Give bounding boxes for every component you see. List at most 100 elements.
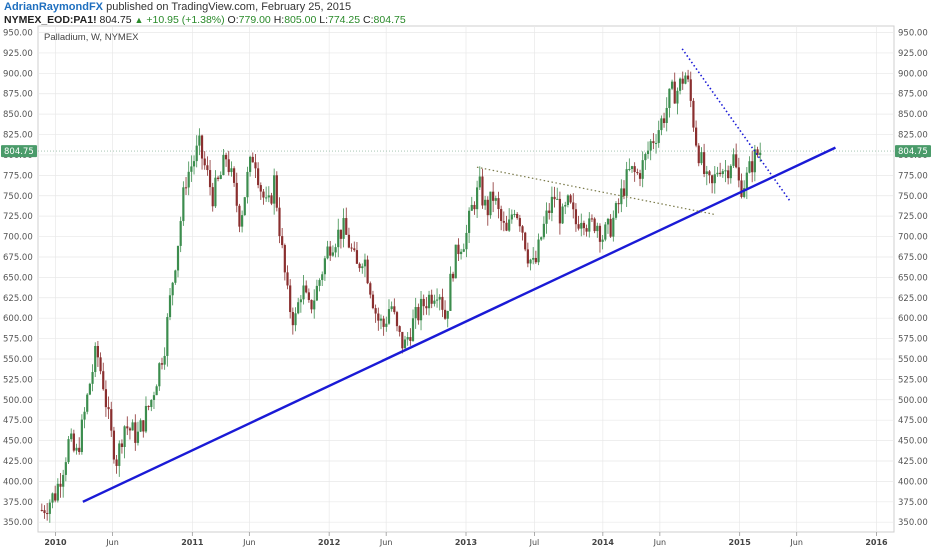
candle [270, 192, 273, 206]
candle [152, 391, 156, 409]
y-tick-label-right: 350.00 [898, 518, 928, 528]
candle [371, 290, 375, 310]
candle [441, 288, 444, 318]
trendlines[interactable] [82, 48, 836, 503]
grid [38, 26, 894, 532]
candle [716, 166, 719, 177]
candle [577, 215, 580, 231]
candle [70, 428, 73, 442]
candle [719, 162, 722, 177]
candle [91, 364, 94, 392]
candle [176, 245, 180, 278]
candle [56, 478, 59, 503]
y-tick-label-right: 750.00 [898, 192, 928, 202]
candle [59, 473, 62, 498]
symbol[interactable]: NYMEX_EOD:PA1! [4, 14, 97, 26]
candle [620, 179, 623, 213]
y-tick-label-left: 475.00 [3, 416, 33, 426]
candle [200, 134, 204, 170]
candle [187, 161, 190, 196]
y-tick-label-right: 425.00 [898, 457, 928, 467]
y-tick-label-left: 750.00 [3, 192, 33, 202]
x-tick-label: 2013 [455, 538, 477, 547]
candle [150, 399, 153, 412]
candle [64, 457, 67, 482]
candle [526, 242, 529, 268]
candle [649, 139, 652, 161]
candle [411, 309, 415, 342]
candle [417, 303, 420, 325]
candle [120, 439, 124, 454]
y-tick-label-left: 500.00 [3, 396, 33, 406]
candle [548, 203, 551, 220]
candle [241, 210, 244, 233]
candle [275, 171, 278, 212]
candle [230, 161, 233, 177]
candle [126, 416, 129, 436]
published-text: published on TradingView.com, February 2… [106, 1, 352, 13]
candle [206, 156, 209, 176]
candle [163, 347, 166, 370]
candle [363, 253, 367, 278]
candle [334, 243, 337, 258]
candle [251, 152, 254, 163]
candle [265, 186, 268, 202]
x-tick-label: 2015 [729, 538, 752, 547]
candle [390, 301, 393, 312]
candle [462, 243, 465, 253]
candle [494, 195, 497, 205]
candle [158, 362, 161, 391]
candle [630, 165, 634, 173]
candle [660, 115, 663, 136]
y-tick-label-right: 825.00 [898, 131, 928, 141]
candle [502, 211, 505, 232]
candle [564, 201, 567, 215]
candles [40, 69, 762, 523]
candle [692, 98, 695, 132]
candle [299, 295, 302, 313]
candle [489, 191, 492, 219]
y-tick-label-right: 925.00 [898, 49, 928, 59]
x-tick-label: 2011 [181, 538, 204, 547]
candle [147, 405, 150, 411]
candle [617, 198, 620, 214]
candle [409, 328, 412, 346]
candle [438, 294, 441, 311]
resistance-dotted[interactable] [476, 166, 716, 216]
candle [88, 382, 91, 396]
y-tick-label-right: 700.00 [898, 233, 928, 243]
candle [518, 214, 521, 232]
support-trendline[interactable] [82, 146, 836, 503]
candle [294, 307, 297, 332]
candle [406, 332, 409, 346]
candle [457, 238, 460, 262]
x-tick-label: Jun [789, 538, 803, 547]
candle [435, 288, 439, 308]
candle [508, 208, 511, 232]
author-link[interactable]: AdrianRaymondFX [4, 1, 104, 13]
candle [102, 362, 105, 391]
candle [529, 258, 532, 271]
candle [708, 170, 711, 184]
x-tick-label: Jun [653, 538, 667, 547]
candle [94, 342, 97, 378]
candle [644, 152, 647, 170]
candle [419, 291, 423, 331]
y-tick-label-left: 925.00 [3, 49, 33, 59]
y-tick-label-right: 875.00 [898, 90, 928, 100]
candle [478, 166, 481, 191]
y-tick-label-right: 950.00 [898, 29, 928, 39]
candle [115, 454, 118, 474]
candle [278, 197, 281, 244]
y-tick-label-right: 650.00 [898, 273, 928, 283]
candle [745, 167, 748, 200]
candle [203, 151, 206, 170]
candle [553, 186, 556, 208]
x-tick-label: Jun [242, 538, 256, 547]
candle [468, 207, 471, 244]
candle [751, 150, 754, 183]
candle [427, 290, 431, 316]
candle [727, 165, 730, 185]
candle [262, 188, 265, 205]
